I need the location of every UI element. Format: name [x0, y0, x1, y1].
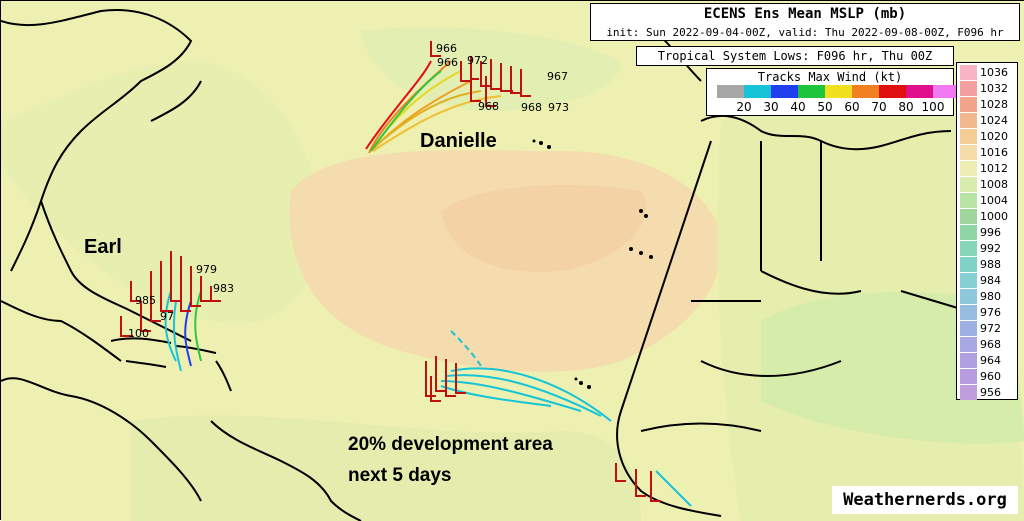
southeast-system-tracks — [655, 470, 692, 507]
wind-legend-label: 80 — [898, 100, 914, 114]
map-title: ECENS Ens Mean MSLP (mb) — [703, 6, 907, 22]
pressure-legend-swatch — [960, 81, 977, 96]
wind-swatch — [906, 85, 933, 98]
wind-swatch — [717, 85, 744, 98]
pressure-legend-label: 980 — [980, 290, 1001, 303]
wind-legend-label: 60 — [844, 100, 860, 114]
wind-swatch — [825, 85, 852, 98]
pressure-label: 968 — [478, 100, 499, 113]
title-box: ECENS Ens Mean MSLP (mb) init: Sun 2022-… — [590, 3, 1020, 41]
pressure-legend-swatch — [960, 241, 977, 256]
wind-swatch — [771, 85, 798, 98]
pressure-legend-swatch — [960, 385, 977, 400]
storm-label-danielle: Danielle — [420, 130, 497, 152]
pressure-legend-label: 1000 — [980, 210, 1008, 223]
tropical-systems-label: Tropical System Lows: F096 hr, Thu 00Z — [636, 46, 954, 66]
pressure-field-1016-west — [1, 61, 324, 323]
pressure-label: 979 — [196, 263, 217, 276]
earl-track-group — [164, 290, 202, 372]
wind-legend-label: 70 — [871, 100, 887, 114]
pressure-legend-swatch — [960, 161, 977, 176]
coastline-south-america — [210, 420, 362, 521]
pressure-label: 972 — [467, 54, 488, 67]
wind-legend: Tracks Max Wind (kt) 20 30 40 50 60 70 80 100 — [706, 68, 960, 116]
wind-swatch — [933, 85, 960, 98]
development-note-line1: 20% development area — [348, 434, 553, 455]
caribbean-islands — [110, 337, 232, 392]
pressure-legend-label: 1028 — [980, 98, 1008, 111]
map-subtitle: init: Sun 2022-09-04-00Z, valid: Thu 202… — [606, 26, 1004, 39]
pressure-label: 983 — [213, 282, 234, 295]
pressure-legend-swatch — [960, 209, 977, 224]
earl-ensemble-markers — [120, 251, 221, 337]
wind-legend-label: 20 — [736, 100, 752, 114]
pressure-legend-label: 1020 — [980, 130, 1008, 143]
pressure-label: 100 — [128, 327, 149, 340]
pressure-legend-swatch — [960, 289, 977, 304]
pressure-legend-swatch — [960, 321, 977, 336]
pressure-field-1020-core — [441, 185, 647, 272]
pressure-field-1008-south — [131, 415, 641, 521]
pressure-legend: 1036 1032 1028 1024 1020 1016 1012 1008 1004 1000… — [956, 62, 1018, 400]
pressure-label: 966 — [436, 42, 457, 55]
wind-legend-label: 50 — [817, 100, 833, 114]
atlantic-islands — [532, 139, 653, 389]
pressure-label: 985 — [135, 294, 156, 307]
development-note-line2: next 5 days — [348, 465, 452, 486]
pressure-legend-label: 996 — [980, 226, 1001, 239]
pressure-legend-swatch — [960, 305, 977, 320]
pressure-legend-label: 976 — [980, 306, 1001, 319]
pressure-legend-swatch — [960, 193, 977, 208]
pressure-legend-swatch — [960, 177, 977, 192]
pressure-legend-label: 968 — [980, 338, 1001, 351]
pressure-label: 966 — [437, 56, 458, 69]
pressure-legend-label: 1016 — [980, 146, 1008, 159]
pressure-legend-label: 964 — [980, 354, 1001, 367]
wind-swatch — [798, 85, 825, 98]
pressure-label: 973 — [548, 101, 569, 114]
pressure-legend-label: 1024 — [980, 114, 1008, 127]
pressure-legend-label: 1032 — [980, 82, 1008, 95]
pressure-legend-swatch — [960, 65, 977, 80]
pressure-legend-swatch — [960, 257, 977, 272]
pressure-label: 967 — [547, 70, 568, 83]
southeast-system-markers — [615, 463, 661, 502]
pressure-legend-swatch — [960, 369, 977, 384]
wind-swatch — [744, 85, 771, 98]
pressure-legend-label: 1004 — [980, 194, 1008, 207]
wind-swatch — [879, 85, 906, 98]
wind-legend-label: 40 — [790, 100, 806, 114]
pressure-legend-swatch — [960, 337, 977, 352]
pressure-legend-label: 1036 — [980, 66, 1008, 79]
pressure-legend-label: 992 — [980, 242, 1001, 255]
pressure-legend-label: 1008 — [980, 178, 1008, 191]
pressure-label: 97 — [160, 310, 174, 323]
pressure-legend-swatch — [960, 273, 977, 288]
pressure-legend-label: 960 — [980, 370, 1001, 383]
storm-label-earl: Earl — [84, 236, 122, 258]
pressure-legend-swatch — [960, 145, 977, 160]
wind-legend-swatches — [717, 85, 960, 98]
wind-legend-label: 100 — [921, 100, 945, 114]
pressure-legend-label: 956 — [980, 386, 1001, 399]
pressure-legend-swatch — [960, 353, 977, 368]
wind-legend-label: 30 — [763, 100, 779, 114]
pressure-legend-swatch — [960, 97, 977, 112]
pressure-legend-swatch — [960, 113, 977, 128]
pressure-legend-label: 972 — [980, 322, 1001, 335]
danielle-ensemble-markers — [430, 41, 531, 107]
wind-swatch — [852, 85, 879, 98]
pressure-label: 968 — [521, 101, 542, 114]
development-area-markers — [425, 356, 466, 402]
credit-watermark[interactable]: Weathernerds.org — [832, 486, 1018, 514]
coastline-north-america — [1, 9, 202, 502]
pressure-legend-label: 1012 — [980, 162, 1008, 175]
pressure-legend-swatch — [960, 129, 977, 144]
pressure-legend-swatch — [960, 225, 977, 240]
pressure-legend-label: 988 — [980, 258, 1001, 271]
danielle-track-group — [365, 60, 502, 154]
wind-legend-title: Tracks Max Wind (kt) — [757, 70, 903, 84]
pressure-legend-label: 984 — [980, 274, 1001, 287]
